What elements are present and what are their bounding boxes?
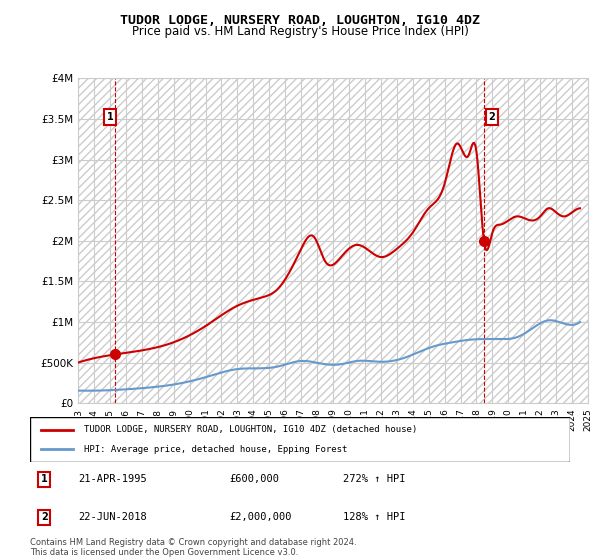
Text: HPI: Average price, detached house, Epping Forest: HPI: Average price, detached house, Eppi… bbox=[84, 445, 347, 454]
Text: TUDOR LODGE, NURSERY ROAD, LOUGHTON, IG10 4DZ: TUDOR LODGE, NURSERY ROAD, LOUGHTON, IG1… bbox=[120, 14, 480, 27]
Text: 2: 2 bbox=[41, 512, 47, 522]
Text: Contains HM Land Registry data © Crown copyright and database right 2024.
This d: Contains HM Land Registry data © Crown c… bbox=[30, 538, 356, 557]
Text: £600,000: £600,000 bbox=[230, 474, 280, 484]
FancyBboxPatch shape bbox=[30, 417, 570, 462]
Text: 21-APR-1995: 21-APR-1995 bbox=[79, 474, 148, 484]
Text: 22-JUN-2018: 22-JUN-2018 bbox=[79, 512, 148, 522]
Text: 272% ↑ HPI: 272% ↑ HPI bbox=[343, 474, 406, 484]
Text: 1: 1 bbox=[107, 113, 113, 123]
Text: 128% ↑ HPI: 128% ↑ HPI bbox=[343, 512, 406, 522]
Text: TUDOR LODGE, NURSERY ROAD, LOUGHTON, IG10 4DZ (detached house): TUDOR LODGE, NURSERY ROAD, LOUGHTON, IG1… bbox=[84, 425, 417, 434]
Text: Price paid vs. HM Land Registry's House Price Index (HPI): Price paid vs. HM Land Registry's House … bbox=[131, 25, 469, 38]
Text: £2,000,000: £2,000,000 bbox=[230, 512, 292, 522]
Text: 1: 1 bbox=[41, 474, 47, 484]
Text: 2: 2 bbox=[488, 113, 495, 123]
